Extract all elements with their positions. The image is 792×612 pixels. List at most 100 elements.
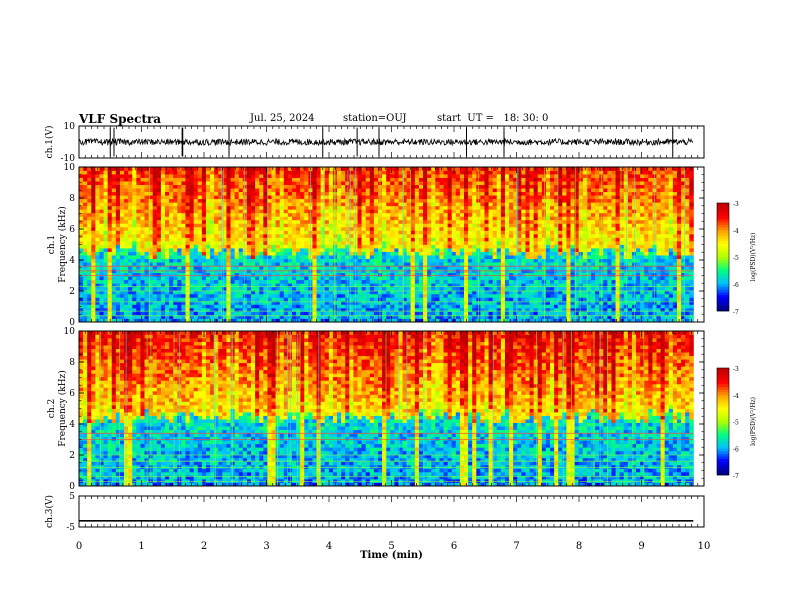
spectrogram-cell <box>259 252 264 256</box>
spectrogram-cell <box>460 206 465 210</box>
spectrogram-cell <box>423 301 428 305</box>
spectrogram-cell <box>247 259 252 263</box>
spectrogram-cell <box>505 237 510 241</box>
spectrogram-cell <box>181 245 186 249</box>
spectrogram-cell <box>272 209 277 213</box>
spectrogram-cell <box>272 202 277 206</box>
spectrogram-cell <box>448 262 453 266</box>
spectrogram-cell <box>452 262 457 266</box>
spectrogram-cell <box>116 209 121 213</box>
spectrogram-cell <box>288 252 293 256</box>
spectrogram-cell <box>284 245 289 249</box>
spectrogram-cell <box>206 273 211 277</box>
spectrogram-cell <box>251 174 256 178</box>
spectrogram-cell <box>210 241 215 245</box>
spectrogram-cell <box>181 206 186 210</box>
spectrogram-cell <box>124 252 129 256</box>
spectrogram-cell <box>497 237 502 241</box>
spectrogram-cell <box>235 195 240 199</box>
spectrogram-cell <box>439 178 444 182</box>
spectrogram-cell <box>472 248 477 252</box>
spectrogram-cell <box>202 248 207 252</box>
spectrogram-cell <box>239 223 244 227</box>
spectrogram-cell <box>153 241 158 245</box>
spectrogram-cell <box>472 297 477 301</box>
spectrogram-cell <box>136 171 141 175</box>
spectrogram-cell <box>448 273 453 277</box>
spectrogram-cell <box>165 223 170 227</box>
spectrogram-cell <box>91 301 96 305</box>
spectrogram-cell <box>112 294 117 298</box>
spectrogram-cell <box>460 276 465 280</box>
spectrogram-cell <box>513 287 518 291</box>
spectrogram-cell <box>210 276 215 280</box>
spectrogram-cell <box>99 206 104 210</box>
spectrogram-cell <box>161 181 166 185</box>
spectrogram-cell <box>145 167 150 171</box>
spectrogram-cell <box>161 234 166 238</box>
spectrogram-cell <box>497 195 502 199</box>
spectrogram-cell <box>358 185 363 189</box>
spectrogram-cell <box>513 227 518 231</box>
spectrogram-cell <box>304 241 309 245</box>
spectrogram-cell <box>484 241 489 245</box>
spectrogram-cell <box>460 248 465 252</box>
spectrogram-cell <box>259 294 264 298</box>
spectrogram-cell <box>460 245 465 249</box>
spectrogram-cell <box>243 297 248 301</box>
spectrogram-cell <box>87 216 92 220</box>
spectrogram-cell <box>472 181 477 185</box>
spectrogram-cell <box>525 227 530 231</box>
spectrogram-cell <box>79 192 84 196</box>
spectrogram-cell <box>341 195 346 199</box>
spectrogram-cell <box>448 220 453 224</box>
spectrogram-cell <box>161 280 166 284</box>
spectrogram-cell <box>419 227 424 231</box>
spectrogram-cell <box>239 297 244 301</box>
spectrogram-cell <box>91 185 96 189</box>
spectrogram-cell <box>419 280 424 284</box>
spectrogram-cell <box>439 259 444 263</box>
spectrogram-cell <box>509 280 514 284</box>
spectrogram-cell <box>472 234 477 238</box>
spectrogram-cell <box>415 297 420 301</box>
spectrogram-cell <box>374 294 379 298</box>
spectrogram-cell <box>538 252 543 256</box>
spectrogram-cell <box>251 213 256 217</box>
spectrogram-cell <box>124 227 129 231</box>
spectrogram-cell <box>304 259 309 263</box>
spectrogram-cell <box>104 206 109 210</box>
spectrogram-cell <box>317 237 322 241</box>
spectrogram-cell <box>243 287 248 291</box>
spectrogram-cell <box>456 230 461 234</box>
spectrogram-cell <box>521 273 526 277</box>
spectrogram-cell <box>501 178 506 182</box>
spectrogram-cell <box>444 167 449 171</box>
spectrogram-cell <box>460 192 465 196</box>
spectrogram-cell <box>104 280 109 284</box>
spectrogram-cell <box>321 195 326 199</box>
spectrogram-cell <box>132 188 137 192</box>
spectrogram-cell <box>493 301 498 305</box>
spectrogram-cell <box>472 241 477 245</box>
spectrogram-cell <box>435 304 440 308</box>
spectrogram-cell <box>411 185 416 189</box>
spectrogram-cell <box>267 174 272 178</box>
spectrogram-cell <box>493 262 498 266</box>
spectrogram-cell <box>460 262 465 266</box>
spectrogram-cell <box>325 248 330 252</box>
spectrogram-cell <box>501 280 506 284</box>
spectrogram-cell <box>394 311 399 315</box>
spectrogram-cell <box>272 223 277 227</box>
spectrogram-cell <box>181 248 186 252</box>
spectrogram-cell <box>341 213 346 217</box>
spectrogram-cell <box>83 262 88 266</box>
spectrogram-cell <box>132 213 137 217</box>
spectrogram-cell <box>190 188 195 192</box>
spectrogram-cell <box>239 167 244 171</box>
spectrogram-cell <box>513 297 518 301</box>
spectrogram-cell <box>484 192 489 196</box>
spectrogram-cell <box>247 294 252 298</box>
spectrogram-cell <box>530 301 535 305</box>
spectrogram-cell <box>79 301 84 305</box>
